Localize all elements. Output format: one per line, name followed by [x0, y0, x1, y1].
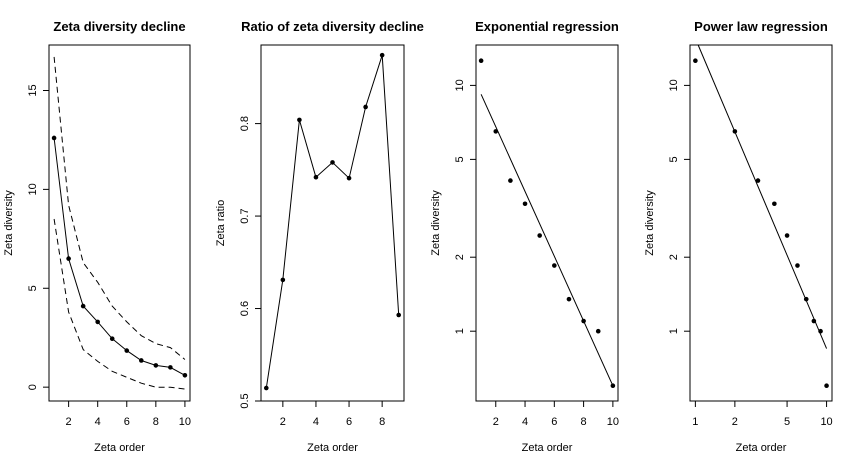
data-point [313, 174, 319, 180]
data-point [566, 296, 572, 302]
data-point [537, 233, 542, 238]
data-point [379, 52, 385, 58]
x-tick-label: 4 [313, 416, 319, 428]
x-tick-label: 10 [820, 416, 832, 428]
chart-panel-3: Exponential regression Zeta order Zeta div… [430, 19, 619, 454]
y-tick-label: 1 [668, 328, 680, 334]
data-point [66, 256, 71, 261]
series-1-line [53, 137, 186, 376]
y-tick-label: 10 [27, 183, 39, 195]
y-tick-label: 2 [668, 254, 680, 260]
series-1-line [265, 55, 400, 389]
data-point [263, 385, 269, 391]
y-tick-label: 5 [668, 156, 680, 162]
data-point [280, 277, 286, 283]
regression-line [697, 44, 828, 349]
x-tick-label: 8 [379, 416, 385, 428]
data-point [124, 348, 130, 353]
data-point [824, 383, 829, 389]
x-tick-label: 2 [280, 416, 286, 428]
x-tick-label: 2 [493, 416, 499, 428]
chart-panel-1: Zeta diversity decline Zeta order Zeta div… [3, 19, 191, 454]
data-point [772, 201, 777, 207]
plot-frame [475, 44, 619, 402]
data-point [51, 135, 57, 141]
chart-title: Exponential regression [475, 19, 619, 34]
data-point [693, 58, 698, 64]
data-point [95, 319, 100, 325]
x-tick-label: 5 [784, 416, 790, 428]
y-tick-label: 0.7 [239, 208, 251, 223]
y-axis-label: Zeta diversity [3, 190, 15, 256]
chart-panel-2: Ratio of zeta diversity decline Zeta orde… [215, 19, 424, 454]
chart-title: Zeta diversity decline [53, 19, 185, 34]
plot-frame [48, 44, 191, 402]
chart-panel-4: Power law regression Zeta order Zeta diver… [644, 19, 833, 454]
plot-frame [689, 44, 833, 402]
x-tick-label: 2 [66, 416, 72, 428]
series-3-dashed-line [53, 218, 185, 390]
y-tick-label: 5 [27, 285, 39, 291]
x-axis-label: Zeta order [736, 442, 787, 454]
y-tick-label: 0 [27, 384, 39, 390]
x-tick-label: 8 [581, 416, 587, 428]
y-tick-label: 10 [454, 79, 466, 91]
data-point [168, 365, 173, 370]
chart-title: Ratio of zeta diversity decline [241, 19, 424, 34]
plot-frame [260, 44, 405, 402]
y-tick-label: 10 [668, 79, 680, 91]
data-point [396, 312, 402, 318]
x-tick-label: 6 [346, 416, 352, 428]
x-axis-label: Zeta order [522, 442, 573, 454]
series-2-dashed-line [53, 56, 186, 360]
regression-line [480, 94, 614, 386]
y-tick-label: 2 [454, 254, 466, 260]
y-tick-label: 0.5 [239, 393, 251, 408]
x-tick-label: 2 [732, 416, 738, 428]
data-point [109, 336, 115, 342]
data-point [139, 358, 144, 363]
data-point [595, 328, 601, 334]
data-point [478, 58, 484, 64]
data-point [508, 178, 513, 183]
data-point [795, 263, 800, 268]
y-axis-label: Zeta diversity [430, 190, 442, 256]
x-tick-label: 1 [692, 416, 698, 428]
x-tick-label: 8 [153, 416, 159, 428]
x-tick-label: 6 [124, 416, 130, 428]
data-point [784, 233, 790, 238]
data-point [522, 201, 528, 207]
y-axis-label: Zeta diversity [644, 190, 656, 256]
x-tick-label: 4 [95, 416, 101, 428]
x-axis-label: Zeta order [307, 442, 358, 454]
y-tick-label: 5 [454, 156, 466, 162]
data-point [346, 175, 352, 181]
data-point [153, 363, 159, 368]
x-tick-label: 10 [607, 416, 619, 428]
y-tick-label: 1 [454, 328, 466, 334]
x-tick-label: 6 [551, 416, 557, 428]
data-point [182, 372, 188, 378]
data-point [363, 104, 368, 110]
x-axis-label: Zeta order [94, 442, 145, 454]
y-tick-label: 15 [27, 84, 39, 96]
y-tick-label: 0.6 [239, 301, 251, 316]
data-point [330, 160, 335, 165]
chart-title: Power law regression [694, 19, 828, 34]
x-tick-label: 10 [179, 416, 191, 428]
y-axis-label: Zeta ratio [215, 200, 227, 246]
y-tick-label: 0.8 [239, 116, 251, 131]
data-point [297, 117, 302, 123]
data-point [755, 178, 761, 183]
x-tick-label: 4 [522, 416, 528, 428]
data-point [80, 303, 86, 309]
data-point [552, 263, 557, 268]
